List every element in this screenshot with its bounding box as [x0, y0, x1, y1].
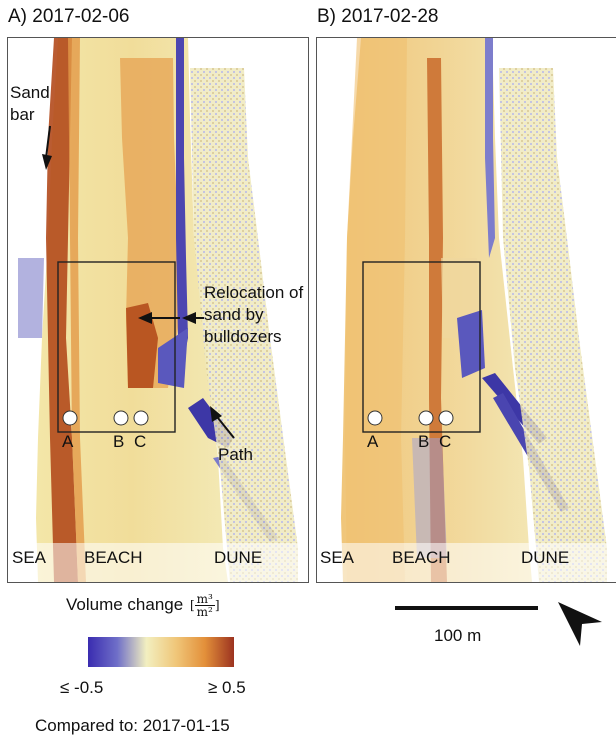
panel-a-map: SEA BEACH DUNE A B C Sand bar Relocation… — [7, 37, 309, 583]
legend-title: Volume change [m³ m²] — [66, 593, 220, 618]
sand-bar-annotation: Sand bar — [10, 83, 50, 124]
point-c-label: C — [439, 432, 452, 451]
zone-beach-label: BEACH — [84, 548, 143, 567]
point-c-marker — [133, 410, 149, 426]
scale-label: 100 m — [434, 626, 482, 645]
panel-b-title: B) 2017-02-28 — [317, 6, 439, 27]
north-arrow-icon — [558, 602, 602, 646]
relocation-annotation: Relocation of sand by bulldozers — [204, 283, 304, 346]
path-annotation: Path — [218, 445, 253, 464]
legend-unit-numerator: m³ — [194, 592, 215, 606]
reference-date-label: Compared to: 2017-01-15 — [35, 716, 230, 735]
legend-unit: [m³ m²] — [189, 592, 220, 619]
point-a-label: A — [367, 432, 379, 451]
point-a-marker — [62, 410, 78, 426]
point-b-marker — [113, 410, 129, 426]
point-c-label: C — [134, 432, 147, 451]
panel-a-raster — [8, 38, 308, 582]
zone-beach-label: BEACH — [392, 548, 451, 567]
legend-title-text: Volume change — [66, 594, 184, 614]
scale-bar — [395, 606, 538, 610]
point-b-label: B — [418, 432, 430, 451]
zone-dune-label: DUNE — [214, 548, 263, 567]
point-b-marker — [418, 410, 434, 426]
point-a-label: A — [62, 432, 74, 451]
legend-max-label: ≥ 0.5 — [208, 678, 246, 697]
point-a-marker — [367, 410, 383, 426]
zone-sea-label: SEA — [12, 548, 47, 567]
point-b-label: B — [113, 432, 125, 451]
legend-colorbar — [88, 637, 234, 667]
panel-b-map: SEA BEACH DUNE A B C — [316, 37, 616, 583]
panel-b-raster — [317, 38, 616, 582]
panel-a-title: A) 2017-02-06 — [8, 6, 130, 27]
point-c-marker — [438, 410, 454, 426]
legend-min-label: ≤ -0.5 — [60, 678, 104, 697]
legend-unit-denominator: m² — [196, 605, 213, 619]
zone-sea-label: SEA — [320, 548, 355, 567]
zone-dune-label: DUNE — [521, 548, 570, 567]
